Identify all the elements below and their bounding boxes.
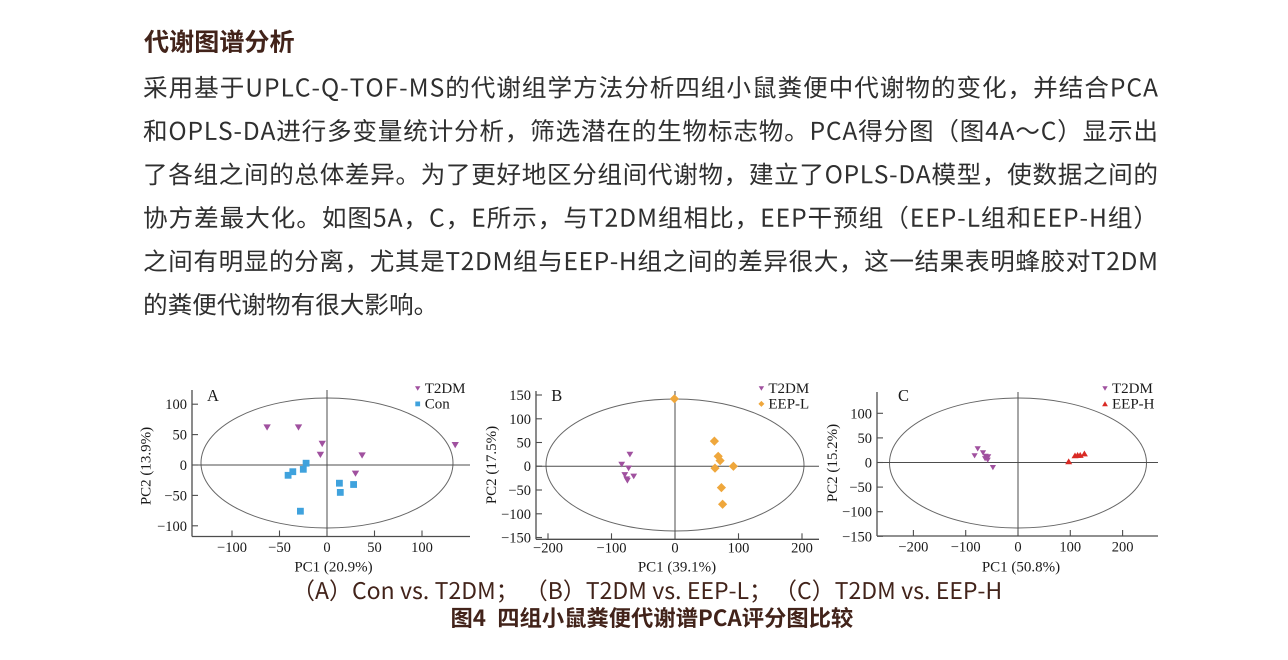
svg-text:−150: −150 [842,529,872,545]
svg-text:100: 100 [411,540,433,556]
svg-text:−100: −100 [501,507,531,523]
svg-text:A: A [207,386,219,405]
svg-text:−150: −150 [501,531,531,547]
svg-text:0: 0 [524,459,531,475]
svg-text:50: 50 [858,431,873,447]
svg-text:Con: Con [425,397,451,413]
svg-text:50: 50 [367,540,382,556]
svg-text:T2DM: T2DM [768,381,809,397]
svg-text:−100: −100 [951,540,981,556]
svg-text:0: 0 [180,458,187,474]
svg-text:100: 100 [728,541,750,557]
svg-text:C: C [898,386,909,405]
svg-text:50: 50 [173,428,188,444]
svg-text:PC2 (13.9%): PC2 (13.9%) [139,427,155,505]
svg-text:−50: −50 [164,488,187,504]
svg-text:PC1 (20.9%): PC1 (20.9%) [294,560,372,576]
svg-text:0: 0 [323,540,330,556]
svg-text:0: 0 [671,541,678,557]
svg-text:T2DM: T2DM [1112,381,1153,397]
svg-text:200: 200 [791,541,813,557]
svg-text:0: 0 [1014,540,1021,556]
svg-text:−50: −50 [849,480,872,496]
svg-text:100: 100 [165,397,187,413]
svg-text:100: 100 [1059,540,1081,556]
svg-text:PC2 (15.2%): PC2 (15.2%) [825,424,841,502]
svg-text:−50: −50 [268,540,291,556]
svg-text:−100: −100 [597,541,627,557]
svg-text:EEP-H: EEP-H [1112,397,1155,413]
svg-text:−50: −50 [508,483,531,499]
svg-text:B: B [551,386,562,405]
svg-text:100: 100 [509,412,531,428]
svg-text:PC1 (39.1%): PC1 (39.1%) [638,560,716,576]
svg-text:PC2 (17.5%): PC2 (17.5%) [484,426,500,504]
svg-text:−100: −100 [217,540,247,556]
svg-text:−200: −200 [533,541,563,557]
svg-text:T2DM: T2DM [425,381,466,397]
svg-text:−100: −100 [842,505,872,521]
svg-text:PC1 (50.8%): PC1 (50.8%) [982,560,1060,576]
svg-text:0: 0 [865,456,872,472]
svg-text:−200: −200 [898,540,928,556]
svg-text:150: 150 [509,388,531,404]
svg-text:200: 200 [1112,540,1134,556]
svg-text:−100: −100 [157,519,187,535]
svg-text:EEP-L: EEP-L [768,397,809,413]
svg-text:100: 100 [850,406,872,422]
svg-text:50: 50 [517,436,532,452]
